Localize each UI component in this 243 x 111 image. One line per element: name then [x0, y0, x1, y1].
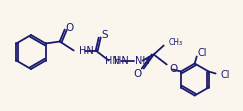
Text: O: O	[134, 68, 142, 78]
Text: HN: HN	[79, 46, 94, 56]
Text: HN: HN	[105, 56, 120, 65]
Text: Cl: Cl	[198, 48, 207, 57]
Text: O: O	[66, 23, 74, 33]
Text: O: O	[170, 63, 178, 73]
Text: HN: HN	[114, 56, 129, 65]
Text: NH: NH	[135, 56, 149, 65]
Text: S: S	[101, 30, 108, 40]
Text: CH₃: CH₃	[169, 38, 183, 47]
Text: Cl: Cl	[221, 69, 230, 79]
